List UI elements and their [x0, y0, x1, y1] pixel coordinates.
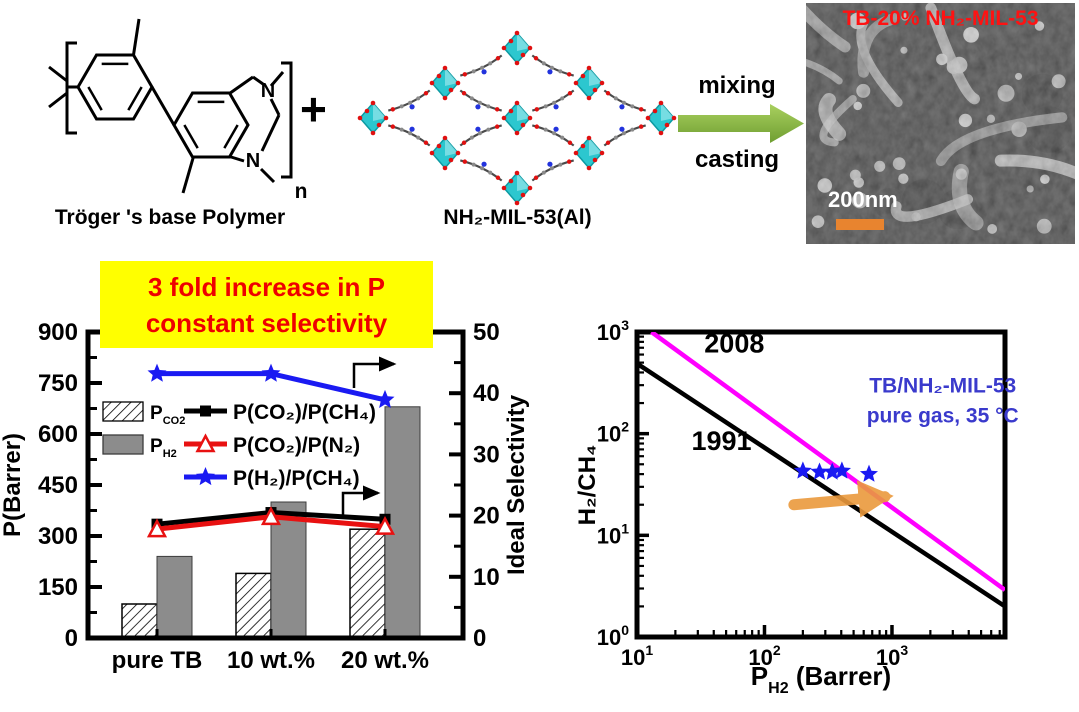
upper-bounds	[637, 332, 1005, 609]
svg-text:pure gas, 35 °C: pure gas, 35 °C	[867, 404, 1019, 427]
line-series-star	[147, 363, 395, 408]
legend: PCO2 P(CO₂)/P(CH₄) PH2 P(CO₂)/P(N₂) P(H₂)/P(…	[102, 401, 376, 490]
data-point-star	[832, 461, 851, 479]
banner-line2: constant selectivity	[145, 307, 388, 338]
svg-text:PCO2: PCO2	[150, 403, 185, 427]
bar-p_h2-2	[384, 406, 421, 639]
bars	[121, 406, 421, 639]
svg-text:103: 103	[597, 317, 629, 345]
svg-text:20: 20	[473, 503, 500, 530]
svg-text:P(Barrer): P(Barrer)	[0, 433, 26, 537]
svg-text:102: 102	[597, 419, 629, 447]
mixing-label: mixing	[698, 72, 776, 99]
svg-text:50: 50	[473, 319, 500, 346]
mof-linkers	[388, 54, 646, 182]
svg-text:P(H₂)/P(CH₄): P(H₂)/P(CH₄)	[233, 467, 360, 490]
svg-text:750: 750	[38, 370, 78, 397]
data-point-star	[859, 464, 878, 482]
trend-arrow	[788, 480, 894, 518]
data-point-star	[793, 461, 812, 479]
sem-scale-label: 200nm	[828, 187, 898, 212]
axes: 0 150 300 450 600 750 900 0 10 20 30 40 50 pure TB 10 …	[0, 319, 530, 674]
bar-p_co2-0	[121, 603, 158, 639]
mof-structure	[357, 30, 677, 206]
plus-sign: +	[300, 83, 327, 135]
svg-text:100: 100	[597, 622, 629, 650]
polymer-skeleton: N Nn	[48, 18, 308, 203]
svg-text:N: N	[246, 150, 260, 172]
svg-text:0: 0	[473, 625, 486, 652]
svg-text:PH2 (Barrer): PH2 (Barrer)	[751, 661, 891, 697]
svg-text:Ideal Selectivity: Ideal Selectivity	[503, 394, 530, 575]
svg-text:900: 900	[38, 319, 78, 346]
svg-text:600: 600	[38, 421, 78, 448]
bound-1991	[637, 361, 1005, 609]
svg-text:40: 40	[473, 380, 500, 407]
polymer-label: Tröger 's base Polymer	[54, 206, 286, 229]
bar-p_co2-2	[349, 528, 386, 639]
svg-text:102: 102	[748, 642, 780, 670]
banner-line1: 3 fold increase in P	[148, 271, 385, 302]
svg-text:20 wt.%: 20 wt.%	[341, 647, 429, 674]
sem-texture	[806, 3, 1075, 244]
sem-title: TB-20% NH₂-MIL-53	[842, 7, 1039, 30]
svg-text:150: 150	[38, 574, 78, 601]
mof-lattice	[357, 30, 677, 206]
highlight-banner: 3 fold increase in P constant selectivit…	[100, 261, 433, 348]
svg-text:TB/NH₂-MIL-53: TB/NH₂-MIL-53	[869, 374, 1016, 397]
svg-text:P(CO₂)/P(N₂): P(CO₂)/P(N₂)	[233, 434, 360, 457]
process-arrow-shape	[678, 104, 804, 143]
svg-text:450: 450	[38, 472, 78, 499]
data-point-star	[810, 462, 829, 480]
axis-pointer-arrows	[341, 356, 397, 517]
svg-text:PH2: PH2	[150, 436, 177, 460]
bar-p_co2-1	[235, 572, 272, 639]
plot-frame	[634, 329, 1008, 640]
process-arrow	[678, 104, 804, 143]
sem-scalebar	[836, 219, 884, 230]
mof-label: NH₂-MIL-53(Al)	[443, 206, 592, 229]
svg-text:P(CO₂)/P(CH₄): P(CO₂)/P(CH₄)	[233, 401, 376, 424]
svg-text:N: N	[261, 80, 275, 102]
svg-text:n: n	[295, 180, 308, 203]
svg-text:pure TB: pure TB	[112, 647, 203, 674]
svg-text:101: 101	[621, 642, 653, 670]
svg-text:101: 101	[597, 520, 629, 548]
svg-text:1991: 1991	[691, 426, 751, 456]
svg-text:10: 10	[473, 564, 500, 591]
casting-label: casting	[694, 146, 780, 173]
svg-text:300: 300	[38, 523, 78, 550]
svg-text:30: 30	[473, 441, 500, 468]
axis-titles: PH2 (Barrer) H₂/CH₄	[574, 445, 891, 697]
svg-text:0: 0	[65, 625, 78, 652]
membrane-data-points	[793, 461, 878, 482]
bound-2008	[650, 332, 1005, 592]
svg-text:10 wt.%: 10 wt.%	[227, 647, 315, 674]
permeability-selectivity-chart: 0 150 300 450 600 750 900 0 10 20 30 40 50 pure TB 10 …	[0, 319, 530, 674]
annotation: TB/NH₂-MIL-53 pure gas, 35 °C	[867, 374, 1019, 427]
svg-text:H₂/CH₄: H₂/CH₄	[574, 445, 601, 526]
svg-text:2008: 2008	[704, 328, 764, 358]
line-series-triangle-open	[146, 506, 396, 538]
data-point-star	[823, 462, 842, 480]
sem-image-panel: TB-20% NH₂-MIL-53 200nm	[806, 3, 1075, 244]
troger-base-structure: N Nn	[48, 18, 308, 203]
sem-art	[806, 3, 1075, 244]
svg-text:103: 103	[876, 642, 908, 670]
bar-p_h2-0	[156, 555, 193, 639]
mof-nodes	[357, 30, 677, 206]
